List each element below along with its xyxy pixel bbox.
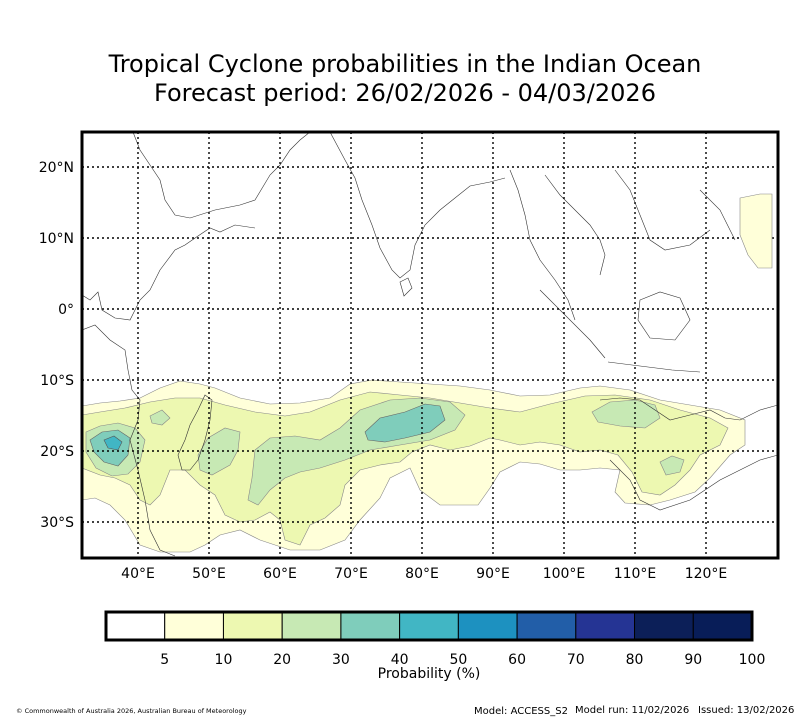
lon-label: 80°E [405,566,439,582]
colorbar-segment [164,611,224,641]
colorbar-tick-label: 70 [567,652,585,668]
prob-band-30-40-mid [364,403,446,443]
lon-label: 110°E [614,566,657,582]
colorbar-segment [399,611,459,641]
lat-label: 30°S [40,515,74,531]
lat-label: 20°N [39,160,74,176]
colorbar-segment [105,611,166,641]
india-coast [329,132,506,279]
map-frame [80,130,780,560]
lon-label: 120°E [685,566,728,582]
colorbar-tick-label: 30 [332,652,350,668]
title-line-2: Forecast period: 26/02/2026 - 04/03/2026 [154,79,656,107]
colorbar-tick-label: 60 [508,652,526,668]
model-run-text: Model run: 11/02/2026 [575,705,689,716]
colorbar-tick-label: 5 [160,652,169,668]
prob-band-20-30-patch-a [149,409,171,426]
colorbar-segment [281,611,342,641]
lat-label: 10°S [40,373,74,389]
lat-label: 10°N [39,231,74,247]
colorbar-ticks: 5 10 20 30 40 50 60 70 80 90 100 [160,652,765,668]
colorbar-label: Probability (%) [378,666,481,682]
colorbar-tick-label: 20 [273,652,291,668]
colorbar-tick-label: 80 [626,652,644,668]
lat-labels: 20°N 10°N 0° 10°S 20°S 30°S [39,160,74,531]
colorbar-segment [575,611,636,641]
colorbar-tick-label: 10 [215,652,233,668]
lon-label: 50°E [192,566,226,582]
copyright-text: © Commonwealth of Australia 2026, Austra… [16,707,247,715]
lat-label: 20°S [40,444,74,460]
coastlines [82,132,778,557]
colorbar-tick-label: 90 [684,652,702,668]
borneo-coast [637,291,691,341]
colorbar-tick-label: 50 [449,652,467,668]
lon-label: 90°E [476,566,510,582]
colorbar-segment [634,611,694,641]
prob-band-20-30-australia [659,455,685,476]
colorbar-frame [104,610,754,642]
australia-coast [599,397,778,511]
lon-label: 100°E [543,566,586,582]
colorbar-segment [222,611,283,641]
probability-field [82,379,746,553]
lon-label: 40°E [121,566,155,582]
madagascar-coast [177,394,213,471]
prob-band-10-20 [82,391,729,546]
arabia-coast [132,132,311,219]
lon-labels: 40°E 50°E 60°E 70°E 80°E 90°E 100°E 110°… [121,566,727,582]
prob-band-5-10-philippines [739,193,773,269]
colorbar-tick-label: 40 [391,652,409,668]
issued-text: Issued: 13/02/2026 [698,705,794,716]
colorbar-segment [340,611,401,641]
prob-band-20-30-east [591,399,661,429]
colorbar-segment [516,611,577,641]
graticule [82,132,778,558]
colorbar [105,611,753,641]
sumatra-coast [539,289,701,373]
lon-label: 60°E [263,566,297,582]
seasia-coast [509,169,736,321]
colorbar-tick-label: 100 [739,652,766,668]
lat-label: 0° [58,302,74,318]
colorbar-segment [692,611,753,641]
colorbar-segment [457,611,518,641]
lon-label: 70°E [334,566,368,582]
prob-band-40-50-west [103,435,123,451]
title-line-1: Tropical Cyclone probabilities in the In… [108,50,702,78]
model-text: Model: ACCESS_S2 [474,706,568,717]
srilanka-coast [399,277,413,297]
africa-coast [82,224,256,557]
